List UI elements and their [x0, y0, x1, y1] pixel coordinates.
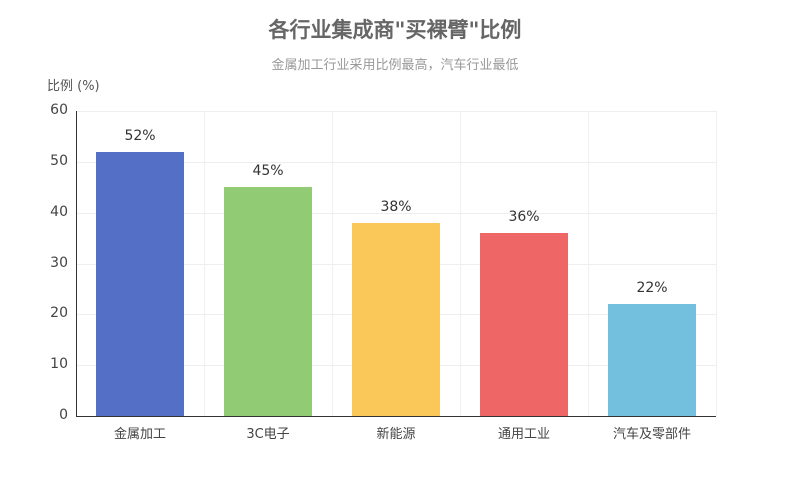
bar-value-label: 22%	[636, 280, 668, 297]
y-tick-label: 40	[50, 203, 68, 220]
y-tick-label: 20	[50, 305, 68, 322]
x-axis-line	[76, 416, 716, 417]
chart-subtitle: 金属加工行业采用比例最高，汽车行业最低	[271, 58, 519, 73]
grid-line-vertical	[716, 111, 717, 416]
bar[interactable]	[352, 222, 440, 416]
bar[interactable]	[224, 187, 312, 416]
grid-line	[76, 212, 716, 214]
bar-value-label: 36%	[508, 209, 540, 225]
chart-title: 各行业集成商"买裸臂"比例	[268, 18, 522, 42]
y-tick-label: 60	[50, 102, 68, 118]
bar-value-label: 38%	[380, 198, 412, 215]
y-tick-label: 50	[50, 152, 68, 169]
y-tick-label: 10	[50, 356, 68, 373]
x-tick-label: 新能源	[376, 427, 416, 442]
y-axis-line	[76, 111, 77, 416]
bar[interactable]	[96, 151, 184, 416]
grid-line	[76, 111, 716, 112]
bar-value-label: 52%	[124, 127, 156, 144]
y-tick-label: 30	[50, 254, 68, 271]
x-tick-label: 金属加工	[113, 427, 166, 442]
x-tick-label: 3C电子	[246, 427, 290, 442]
y-tick-label: 0	[59, 407, 68, 423]
y-axis-label: 比例 (%)	[47, 79, 100, 94]
plot-area: 0 10 20 30 40 50 60 52% 金属加工 45% 3C电子 38% 新能源 36% 通用工业…	[50, 102, 717, 442]
bar-value-label: 45%	[252, 163, 284, 180]
x-tick-label: 汽车及零部件	[612, 427, 691, 442]
x-tick-label: 通用工业	[497, 427, 550, 442]
bar[interactable]	[480, 233, 568, 416]
bar[interactable]	[608, 304, 696, 416]
grid-line	[76, 161, 716, 163]
